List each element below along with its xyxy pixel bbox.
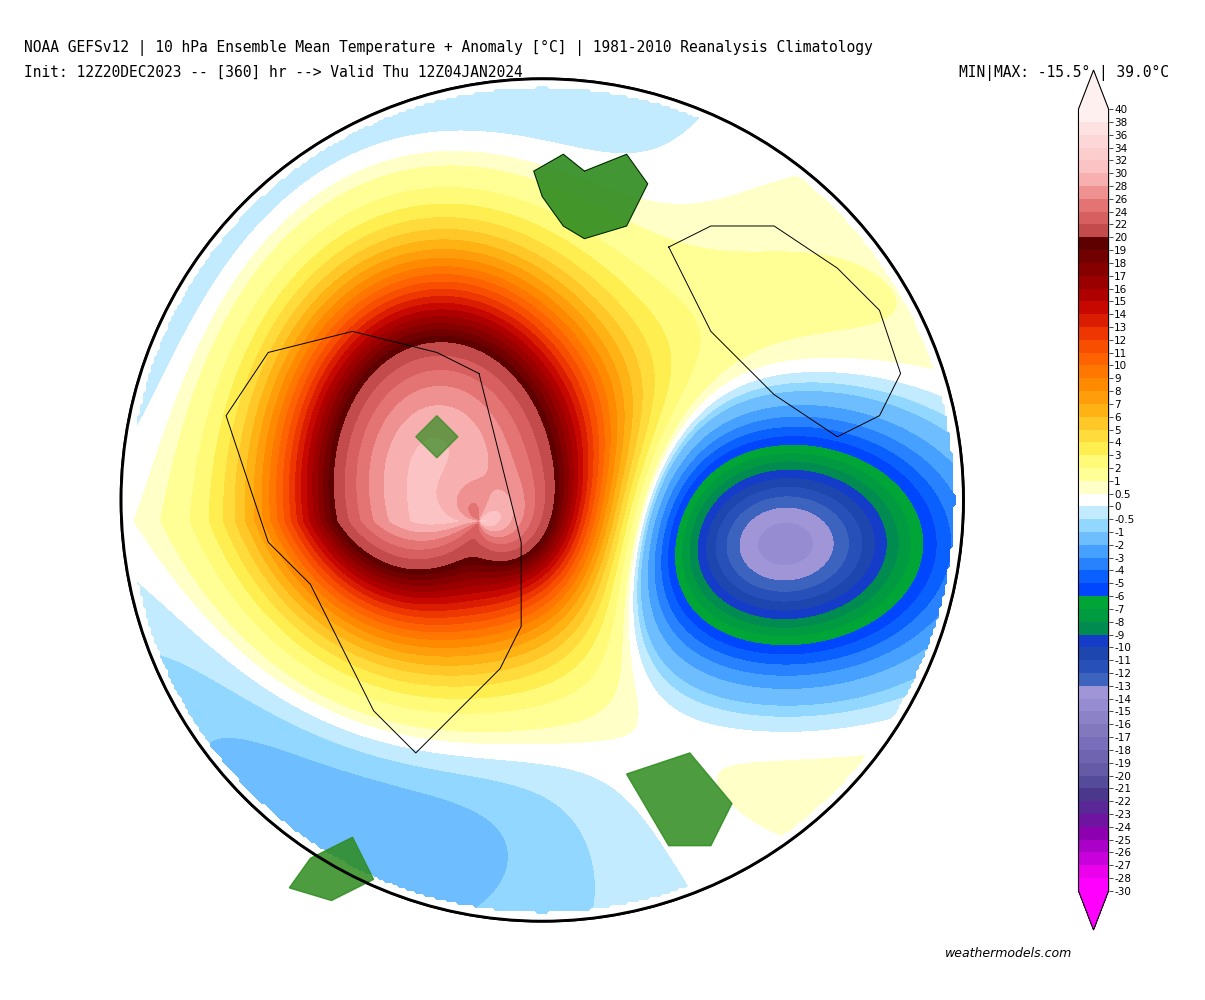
PathPatch shape xyxy=(1078,891,1109,930)
PathPatch shape xyxy=(1078,70,1109,109)
Polygon shape xyxy=(289,837,374,900)
Text: NOAA GEFSv12 | 10 hPa Ensemble Mean Temperature + Anomaly [°C] | 1981-2010 Reana: NOAA GEFSv12 | 10 hPa Ensemble Mean Temp… xyxy=(24,40,872,56)
Polygon shape xyxy=(627,753,731,846)
Text: Init: 12Z20DEC2023 -- [360] hr --> Valid Thu 12Z04JAN2024: Init: 12Z20DEC2023 -- [360] hr --> Valid… xyxy=(24,65,523,80)
Text: weathermodels.com: weathermodels.com xyxy=(945,947,1072,960)
Polygon shape xyxy=(534,154,647,239)
Text: MIN|MAX: -15.5° | 39.0°C: MIN|MAX: -15.5° | 39.0°C xyxy=(959,65,1169,81)
Polygon shape xyxy=(416,416,458,458)
